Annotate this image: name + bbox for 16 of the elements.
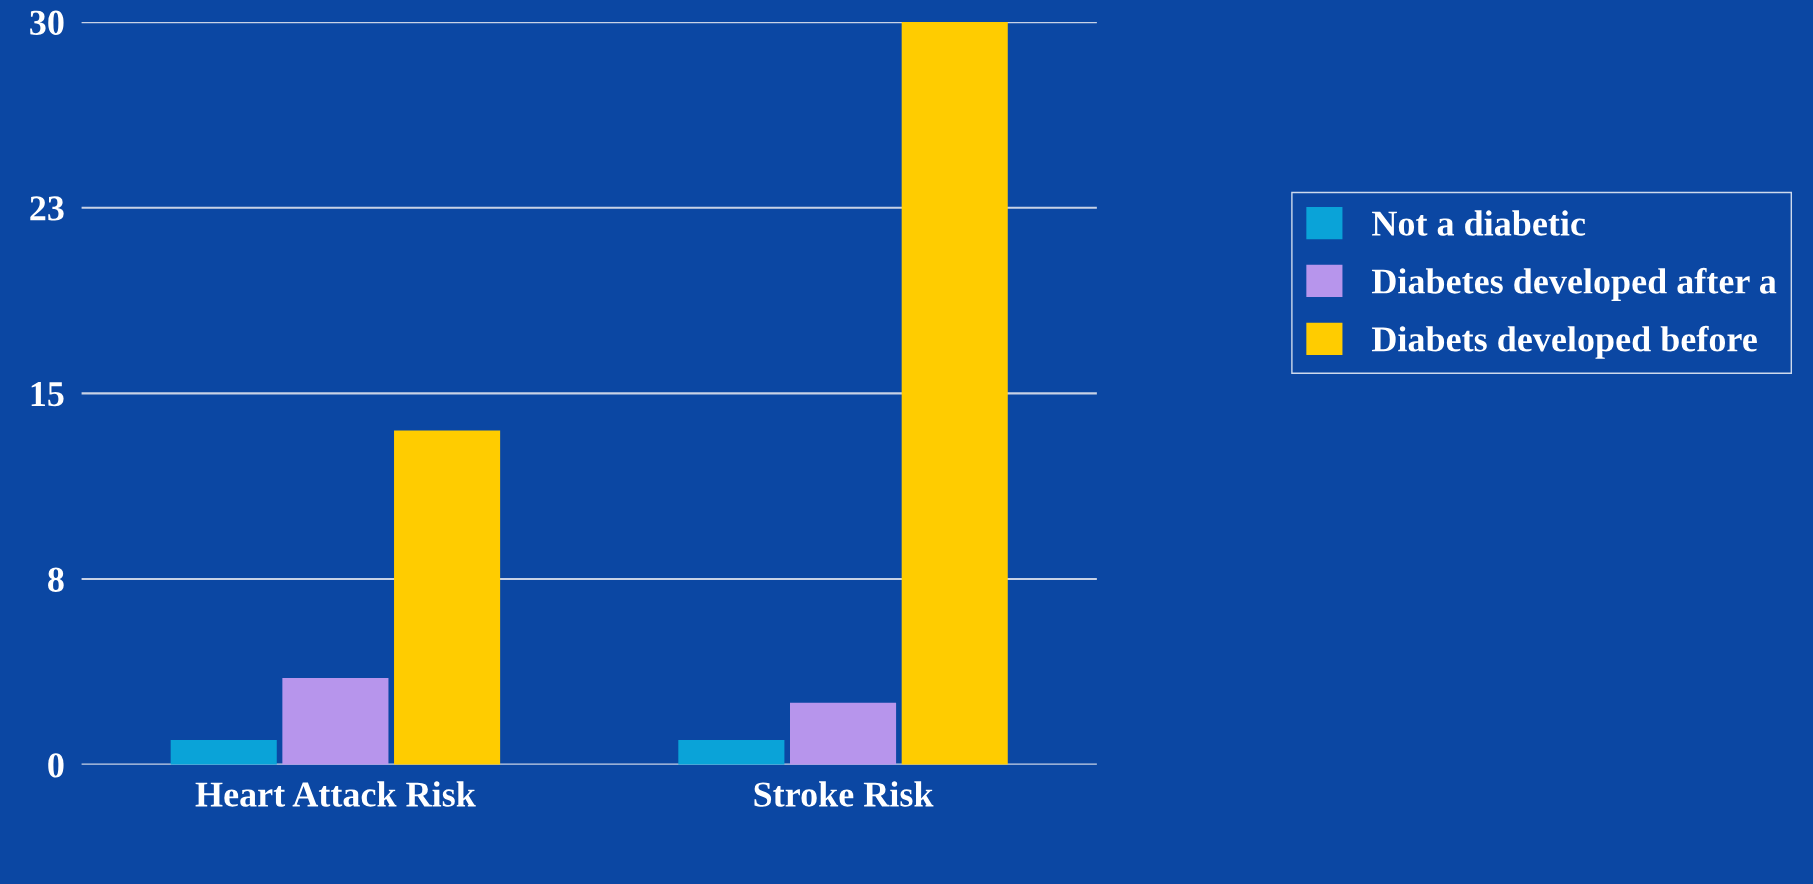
legend-label: Diabets developed before [1371, 325, 1757, 359]
y-tick-label: 15 [31, 382, 64, 407]
x-tick-label: Heart Attack Risk [195, 781, 476, 807]
y-tick-label: 0 [48, 753, 64, 778]
bar [394, 430, 501, 765]
bar [170, 739, 277, 765]
legend-label: Not a diabetic [1372, 210, 1586, 236]
bar [678, 739, 785, 765]
bar [901, 22, 1008, 765]
y-tick-label: 8 [48, 567, 64, 592]
x-tick-label: Stroke Risk [754, 781, 934, 807]
y-tick-label: 30 [30, 10, 64, 35]
legend-label: Diabetes developed after a [1371, 267, 1777, 301]
bar [282, 678, 389, 765]
bar [790, 702, 897, 765]
y-tick-label: 23 [30, 196, 64, 221]
